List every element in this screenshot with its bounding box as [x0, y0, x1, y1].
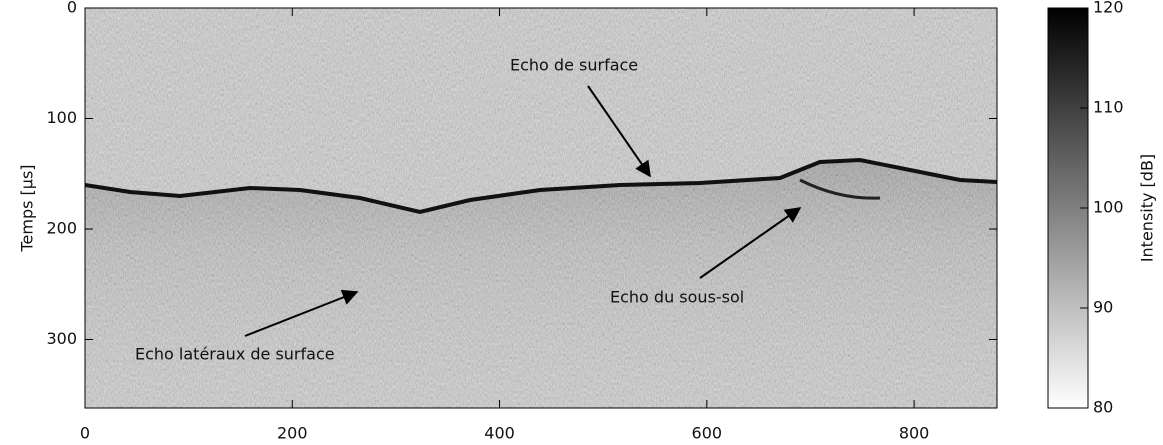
x-tick-label: 400 [484, 424, 515, 443]
y-axis-label: Temps [μs] [18, 164, 37, 252]
annotation: Echo latéraux de surface [135, 345, 335, 364]
colorbar-label: Intensity [dB] [1138, 154, 1157, 262]
y-tick-label: 200 [46, 218, 77, 237]
annotation: Echo de surface [510, 56, 638, 75]
x-tick-label: 0 [80, 424, 90, 443]
x-tick-label: 200 [277, 424, 308, 443]
annotation-arrow [244, 289, 359, 337]
colorbar-tick-label: 80 [1093, 398, 1113, 417]
x-tick-label: 800 [899, 424, 930, 443]
y-tick-label: 300 [46, 329, 77, 348]
image-noise [85, 8, 997, 408]
annotation: Echo du sous-sol [610, 288, 744, 307]
x-tick-label: 600 [692, 424, 723, 443]
y-tick-label: 0 [67, 0, 77, 17]
colorbar-tick-label: 120 [1093, 0, 1124, 17]
surface-echo [85, 157, 997, 215]
annotation-arrow [699, 207, 802, 279]
y-tick-label: 100 [46, 108, 77, 127]
colorbar-tick-label: 110 [1093, 98, 1124, 117]
annotation-arrow [587, 85, 651, 178]
radar-image [85, 8, 997, 408]
colorbar-tick-label: 100 [1093, 198, 1124, 217]
subsurface-echo [799, 178, 881, 200]
plot-frame [84, 7, 998, 409]
colorbar-tick-label: 90 [1093, 298, 1113, 317]
